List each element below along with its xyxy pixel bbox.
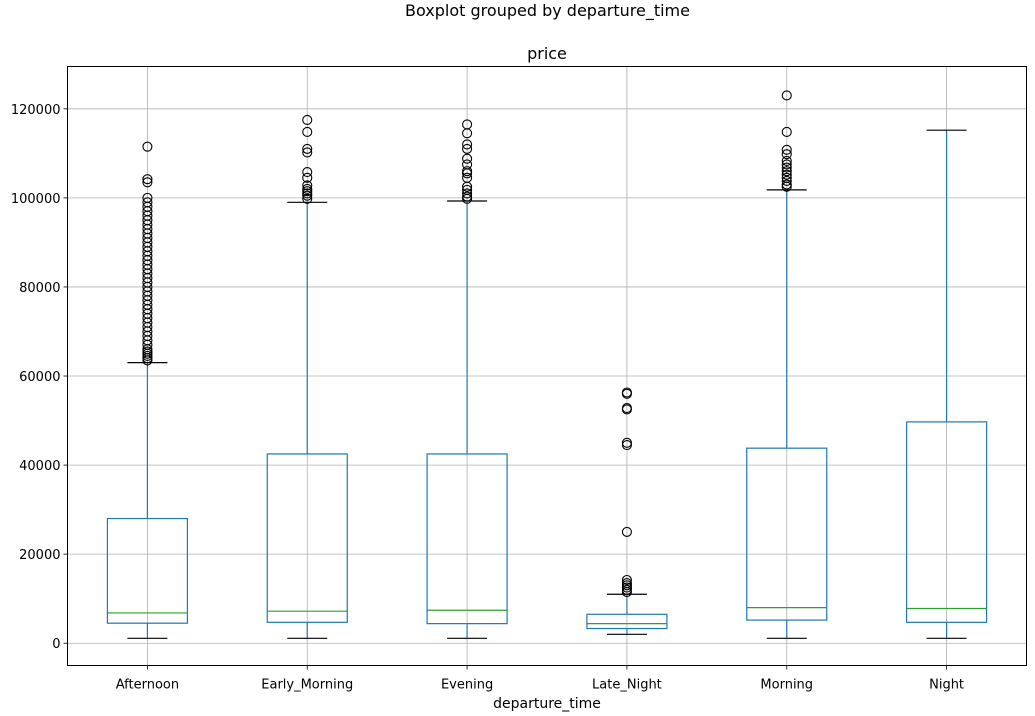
y-tick-label: 40000 bbox=[19, 459, 60, 474]
chart-title: price bbox=[527, 44, 567, 63]
box-early-morning bbox=[266, 114, 348, 639]
outlier-point bbox=[302, 114, 313, 125]
y-tick-label: 120000 bbox=[11, 103, 61, 118]
outlier-point bbox=[462, 191, 473, 202]
grid bbox=[67, 66, 1027, 666]
outlier-point bbox=[142, 197, 153, 208]
outlier-point bbox=[462, 188, 473, 199]
y-tick-label: 20000 bbox=[19, 548, 60, 563]
outlier-point bbox=[621, 387, 632, 398]
outlier-point bbox=[302, 126, 313, 138]
outlier-point bbox=[462, 166, 473, 177]
box-late-night bbox=[586, 387, 668, 635]
outlier-point bbox=[621, 403, 632, 414]
outlier-point bbox=[781, 172, 792, 183]
outlier-point bbox=[302, 180, 313, 191]
y-tick-label: 0 bbox=[52, 637, 60, 652]
iqr-box bbox=[586, 613, 668, 630]
iqr-box bbox=[266, 453, 348, 623]
outlier-point bbox=[621, 578, 632, 589]
outlier-point bbox=[462, 184, 473, 195]
boxes bbox=[106, 90, 988, 639]
outlier-point bbox=[302, 172, 313, 183]
box-morning bbox=[746, 90, 828, 639]
outlier-point bbox=[462, 139, 473, 150]
iqr-box bbox=[746, 447, 828, 621]
iqr-box bbox=[426, 453, 508, 625]
outlier-point bbox=[462, 153, 473, 164]
x-tick-label: Evening bbox=[441, 678, 493, 693]
outlier-point bbox=[302, 147, 313, 158]
outlier-point bbox=[142, 192, 153, 203]
outlier-point bbox=[781, 144, 792, 155]
outlier-point bbox=[781, 166, 792, 177]
outlier-point bbox=[302, 193, 313, 204]
outlier-point bbox=[781, 179, 792, 190]
y-tick-label: 100000 bbox=[11, 192, 61, 207]
y-axis: 0 20000 40000 60000 80000 100000 120000 bbox=[11, 103, 68, 652]
x-axis: Afternoon Early_Morning Evening Late_Night M… bbox=[116, 665, 964, 693]
box-evening bbox=[426, 119, 508, 639]
outlier-point bbox=[462, 119, 473, 130]
figure-suptitle: Boxplot grouped by departure_time bbox=[405, 1, 690, 20]
outlier-point bbox=[462, 172, 473, 183]
outlier-point bbox=[462, 143, 473, 154]
outlier-point bbox=[781, 149, 792, 160]
y-tick-label: 80000 bbox=[19, 281, 60, 296]
plot-frame bbox=[67, 66, 1027, 666]
x-tick-label: Night bbox=[929, 678, 964, 693]
x-tick-label: Morning bbox=[760, 678, 813, 693]
outlier-point bbox=[462, 159, 473, 170]
box-night bbox=[905, 129, 988, 639]
outlier-point bbox=[302, 166, 313, 178]
outlier-point bbox=[781, 169, 792, 180]
outlier-point bbox=[302, 183, 313, 195]
iqr-box bbox=[106, 517, 189, 624]
outlier-point bbox=[142, 174, 153, 185]
outlier-point bbox=[781, 90, 792, 101]
outlier-point bbox=[621, 574, 632, 586]
y-tick-label: 60000 bbox=[19, 370, 60, 385]
x-tick-label: Late_Night bbox=[592, 678, 662, 693]
outlier-point bbox=[302, 143, 313, 154]
outlier-point bbox=[781, 162, 792, 173]
outlier-point bbox=[781, 155, 792, 166]
outlier-point bbox=[781, 175, 792, 187]
box-afternoon bbox=[106, 141, 189, 639]
x-tick-label: Afternoon bbox=[116, 678, 179, 693]
x-axis-label: departure_time bbox=[493, 696, 601, 712]
outlier-point bbox=[142, 141, 153, 152]
outlier-point bbox=[781, 126, 792, 138]
iqr-box bbox=[905, 421, 988, 623]
outlier-point bbox=[142, 177, 153, 188]
outlier-point bbox=[781, 159, 792, 170]
outlier-point bbox=[621, 437, 632, 448]
x-tick-label: Early_Morning bbox=[261, 678, 353, 693]
outlier-point bbox=[621, 526, 632, 537]
